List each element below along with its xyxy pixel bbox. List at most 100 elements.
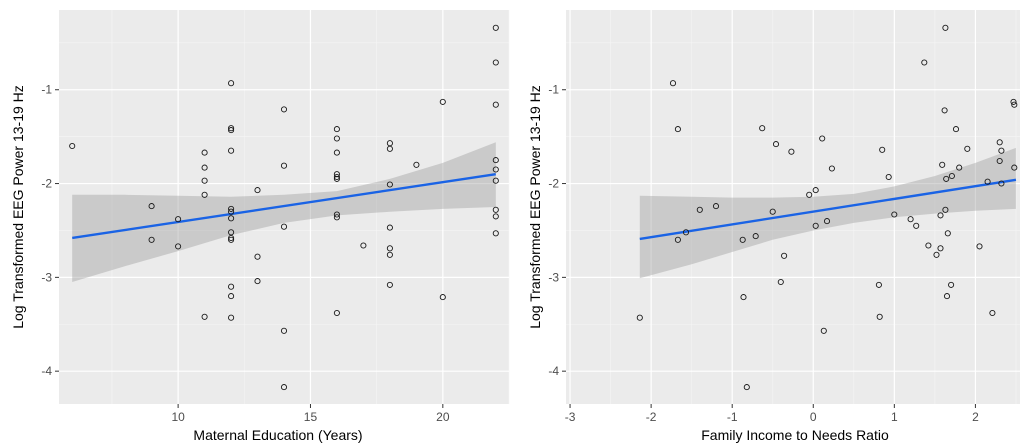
data-point bbox=[943, 175, 950, 182]
data-point bbox=[674, 126, 681, 133]
data-point bbox=[201, 191, 208, 198]
y-tick-label: -3 bbox=[41, 270, 52, 284]
y-tick-labels: -4 -3 -2 -1 bbox=[548, 83, 559, 378]
data-point bbox=[280, 223, 288, 230]
data-points bbox=[69, 24, 499, 391]
data-point bbox=[696, 206, 703, 213]
x-tick-label: 10 bbox=[171, 410, 185, 424]
data-point bbox=[333, 214, 340, 221]
x-tick-label: 15 bbox=[304, 410, 318, 424]
data-point bbox=[228, 205, 235, 212]
data-point bbox=[228, 147, 235, 154]
x-tick-label: -1 bbox=[727, 410, 738, 424]
data-point bbox=[228, 234, 235, 242]
data-point bbox=[819, 135, 826, 142]
data-point bbox=[943, 293, 951, 300]
data-point bbox=[413, 161, 420, 168]
tick-marks bbox=[562, 89, 976, 408]
x-tick-label: 1 bbox=[891, 410, 898, 424]
data-point bbox=[228, 314, 235, 321]
data-point bbox=[879, 146, 886, 153]
data-point bbox=[228, 208, 235, 215]
data-point bbox=[759, 125, 766, 132]
fit-line bbox=[72, 172, 496, 240]
fit-line bbox=[639, 178, 1017, 241]
data-point bbox=[891, 211, 898, 218]
data-point bbox=[712, 203, 720, 210]
data-point bbox=[333, 211, 340, 218]
x-tick-label: -2 bbox=[646, 410, 657, 424]
data-point bbox=[228, 229, 235, 236]
data-point bbox=[952, 126, 960, 133]
data-point bbox=[812, 222, 819, 229]
y-tick-label: -2 bbox=[548, 177, 559, 191]
data-point bbox=[942, 206, 949, 213]
data-point bbox=[492, 166, 499, 173]
ci-band-area bbox=[639, 147, 1016, 279]
data-point bbox=[1011, 164, 1018, 171]
data-point bbox=[944, 230, 951, 237]
data-point bbox=[492, 101, 499, 108]
data-point bbox=[386, 245, 393, 252]
data-point bbox=[989, 309, 996, 317]
x-tick-labels: 10 15 20 bbox=[171, 410, 449, 424]
data-points bbox=[636, 24, 1018, 391]
y-tick-labels: -4 -3 -2 -1 bbox=[41, 83, 52, 378]
data-point bbox=[820, 327, 827, 334]
data-point bbox=[228, 127, 235, 134]
data-point bbox=[201, 177, 208, 184]
x-axis-label: Maternal Education (Years) bbox=[193, 427, 362, 443]
y-tick-label: -1 bbox=[548, 83, 559, 97]
data-point bbox=[228, 236, 235, 243]
data-point bbox=[788, 148, 795, 155]
x-tick-label: 2 bbox=[972, 410, 979, 424]
data-point bbox=[913, 222, 920, 229]
gridlines bbox=[59, 10, 510, 404]
y-tick-label: -4 bbox=[548, 364, 559, 378]
data-point bbox=[812, 187, 819, 194]
data-point bbox=[386, 251, 393, 258]
data-point bbox=[148, 203, 155, 210]
data-point bbox=[492, 213, 499, 220]
data-point bbox=[948, 172, 955, 180]
data-point bbox=[823, 218, 831, 225]
data-point bbox=[998, 180, 1005, 187]
data-point bbox=[492, 59, 499, 66]
data-point bbox=[333, 173, 340, 181]
x-tick-labels: -3 -2 -1 0 1 2 bbox=[565, 410, 979, 424]
data-point bbox=[976, 243, 983, 250]
data-point bbox=[148, 236, 155, 243]
data-point bbox=[492, 206, 499, 213]
data-point bbox=[386, 281, 393, 288]
data-point bbox=[280, 162, 288, 169]
data-point bbox=[386, 181, 393, 188]
data-point bbox=[228, 215, 235, 222]
data-point bbox=[492, 230, 499, 237]
data-point bbox=[280, 106, 288, 113]
data-point bbox=[1010, 98, 1017, 105]
data-point bbox=[175, 216, 182, 223]
data-point bbox=[743, 384, 750, 391]
data-point bbox=[201, 149, 208, 156]
data-point bbox=[781, 252, 788, 259]
data-point bbox=[777, 278, 784, 286]
x-tick-label: 20 bbox=[436, 410, 450, 424]
data-point bbox=[769, 208, 776, 215]
data-point bbox=[806, 191, 813, 198]
confidence-band bbox=[639, 147, 1016, 279]
data-point bbox=[933, 251, 940, 258]
x-axis-label: Family Income to Needs Ratio bbox=[701, 427, 889, 443]
data-point bbox=[492, 24, 499, 31]
ci-band-area bbox=[72, 142, 496, 282]
data-point bbox=[941, 107, 948, 114]
x-tick-label: 0 bbox=[810, 410, 817, 424]
data-point bbox=[228, 125, 235, 132]
data-point bbox=[333, 171, 340, 178]
chart-panel-family-income: -3 -2 -1 0 1 2 -4 -3 -2 -1 Family Income to Need… bbox=[527, 10, 1020, 443]
data-point bbox=[942, 24, 949, 31]
data-point bbox=[333, 309, 340, 317]
x-tick-label: -3 bbox=[565, 410, 576, 424]
data-point bbox=[740, 294, 747, 301]
data-point bbox=[228, 80, 235, 87]
